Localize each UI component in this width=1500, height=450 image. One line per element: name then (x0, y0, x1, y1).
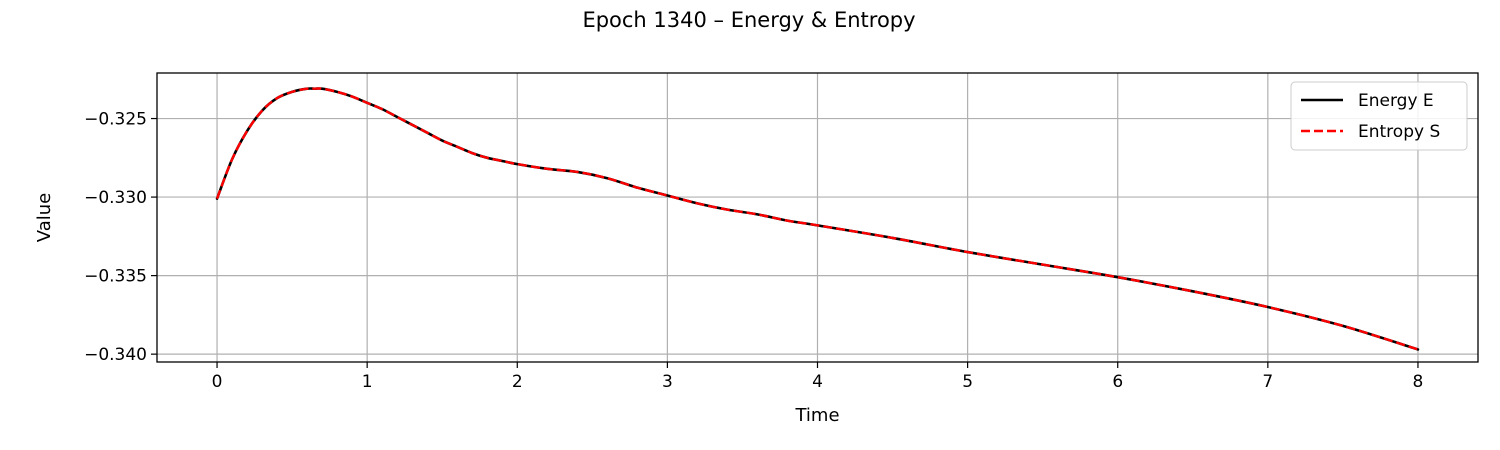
y-tick-label: −0.335 (84, 267, 147, 287)
x-tick-label: 7 (1262, 372, 1273, 392)
axis-ticks: 0 1 2 3 4 5 6 7 8 −0.325 −0.330 −0.335 −0.340 (84, 110, 1423, 392)
chart-title: Epoch 1340 – Energy & Entropy (582, 8, 915, 32)
x-tick-label: 6 (1112, 372, 1123, 392)
x-tick-label: 1 (362, 372, 373, 392)
x-tick-label: 2 (512, 372, 523, 392)
series-line-entropy (215, 87, 1419, 351)
x-tick-label: 8 (1413, 372, 1424, 392)
legend-label: Energy E (1358, 91, 1434, 111)
x-tick-label: 5 (962, 372, 973, 392)
legend: Energy E Entropy S (1290, 81, 1468, 151)
y-tick-label: −0.340 (84, 345, 147, 365)
x-tick-label: 3 (662, 372, 673, 392)
series-lines (215, 87, 1420, 351)
x-tick-label: 4 (812, 372, 823, 392)
y-axis-title: Value (34, 193, 55, 242)
x-axis-title: Time (794, 405, 839, 426)
y-tick-label: −0.330 (84, 188, 147, 208)
legend-label: Entropy S (1358, 122, 1440, 142)
y-tick-label: −0.325 (84, 110, 147, 130)
grid (157, 73, 1478, 362)
x-tick-label: 0 (212, 372, 223, 392)
